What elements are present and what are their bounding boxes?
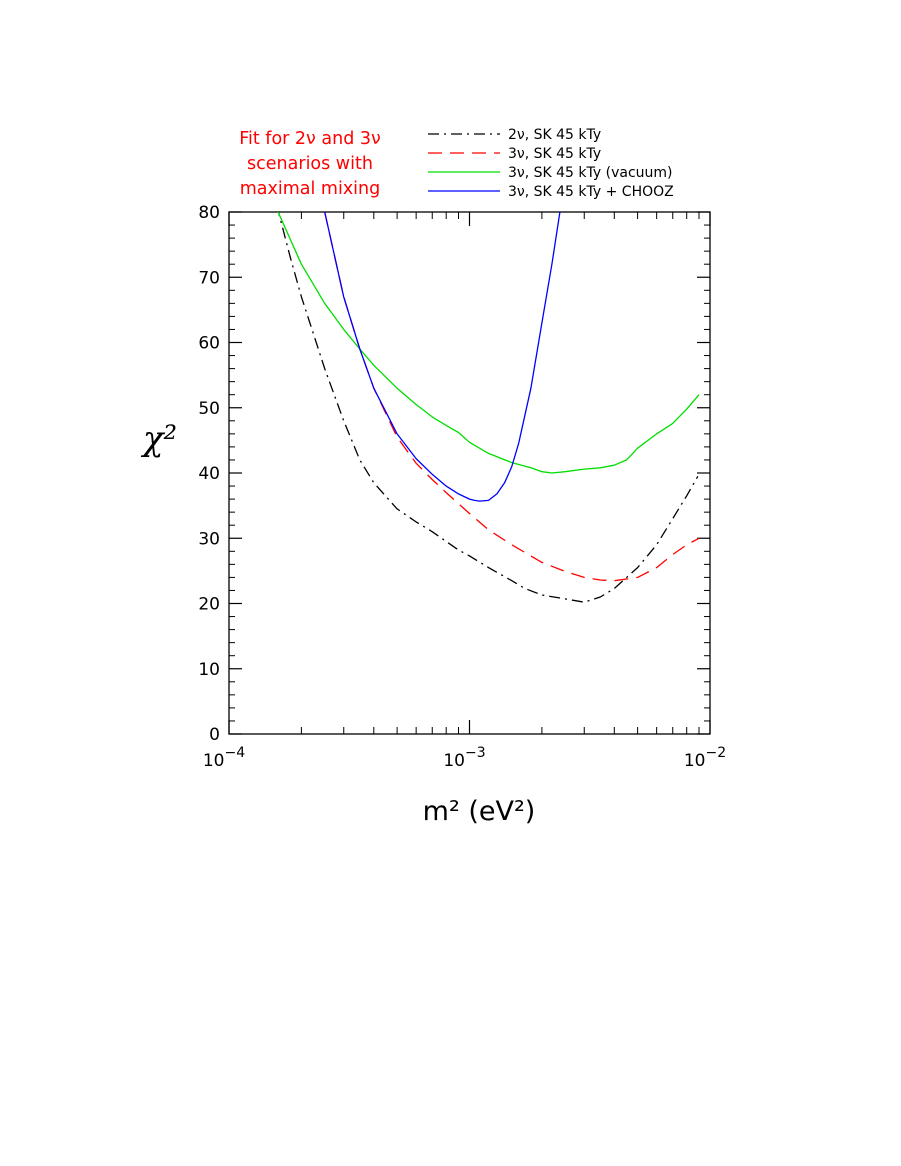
y-axis-label: χ² (141, 419, 177, 459)
annotation-line: Fit for 2ν and 3ν (239, 129, 381, 149)
annotation-line: scenarios with (247, 154, 373, 174)
y-tick-label: 30 (198, 529, 220, 549)
x-tick-label: 10−3 (443, 745, 485, 771)
legend-label: 2ν, SK 45 kTy (508, 127, 601, 143)
y-tick-label: 80 (198, 203, 220, 223)
annotation-line: maximal mixing (240, 179, 381, 199)
y-tick-label: 10 (198, 660, 220, 680)
y-tick-label: 50 (198, 399, 220, 419)
data-series (277, 212, 700, 603)
x-axis-ticks: 10−4 10−3 10−2 (203, 212, 726, 771)
x-tick-label: 10−2 (684, 745, 726, 771)
x-axis-label: m² (eV²) (423, 796, 536, 827)
plot-frame (228, 211, 711, 735)
legend-label: 3ν, SK 45 kTy + CHOOZ (508, 184, 674, 200)
y-axis-ticks: 0 10 20 30 40 50 60 70 80 (198, 203, 710, 745)
y-tick-label: 0 (209, 725, 220, 745)
legend-label: 3ν, SK 45 kTy (508, 146, 601, 162)
x-tick-label: 10−4 (203, 745, 245, 771)
y-tick-label: 20 (198, 595, 220, 615)
y-tick-label: 70 (198, 268, 220, 288)
series-line (324, 212, 561, 502)
y-tick-label: 40 (198, 464, 220, 484)
series-line (324, 212, 700, 582)
legend-label: 3ν, SK 45 kTy (vacuum) (508, 165, 673, 181)
legend: 2ν, SK 45 kTy 3ν, SK 45 kTy 3ν, SK 45 kTy … (428, 127, 674, 200)
fit-annotation: Fit for 2ν and 3ν scenarios with maximal m… (239, 129, 381, 199)
minor-ticks (229, 212, 710, 734)
y-tick-label: 60 (198, 334, 220, 354)
series-line (277, 212, 700, 474)
series-line (277, 212, 699, 603)
